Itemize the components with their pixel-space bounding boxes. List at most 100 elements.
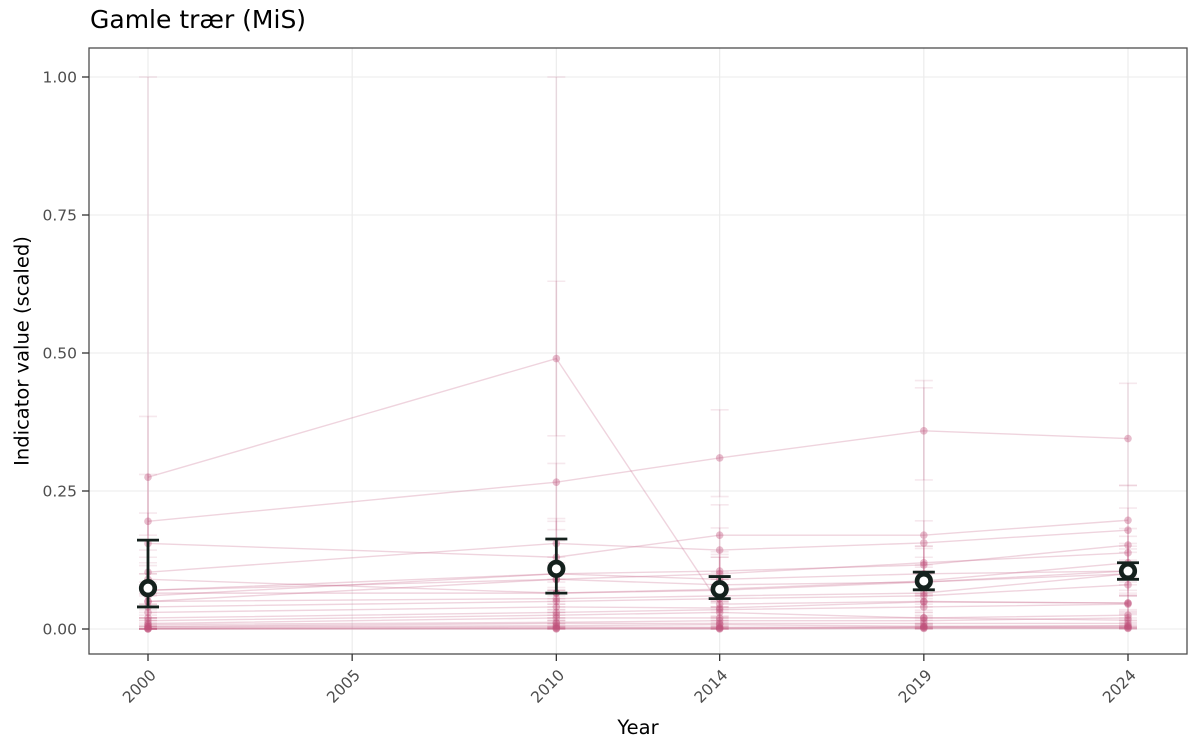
x-tick-label: 2010 — [528, 666, 569, 707]
site-point — [1124, 526, 1132, 534]
site-line — [147, 625, 1129, 629]
site-trajectory — [139, 622, 1137, 632]
site-point — [920, 624, 928, 633]
site-point — [552, 478, 561, 486]
site-line — [148, 627, 1128, 630]
site-point — [552, 625, 561, 633]
y-tick-label: 0.50 — [42, 345, 77, 363]
mean-point — [914, 571, 933, 591]
site-point — [715, 454, 724, 462]
mean-point — [1118, 561, 1138, 581]
site-line — [147, 357, 1129, 605]
site-trajectory — [139, 592, 1137, 622]
site-point — [715, 604, 724, 612]
mean-point — [547, 559, 566, 578]
site-point — [1124, 621, 1132, 630]
site-point — [552, 624, 561, 633]
y-tick-label: 0.00 — [42, 621, 77, 639]
gridlines — [89, 48, 1187, 654]
site-point — [715, 620, 724, 629]
site-point — [920, 614, 928, 622]
site-point — [1124, 624, 1132, 632]
x-tick-label: 2024 — [1099, 666, 1140, 707]
site-point — [715, 616, 724, 625]
site-point — [144, 473, 152, 482]
site-trajectory — [139, 624, 1137, 633]
site-trajectory — [139, 612, 1137, 630]
site-point — [920, 622, 928, 631]
site-line — [147, 626, 1128, 630]
site-point — [144, 622, 152, 631]
site-point — [552, 608, 561, 617]
panel-border — [88, 47, 1188, 655]
site-point — [552, 597, 561, 606]
site-trajectory — [139, 624, 1137, 633]
site-point — [920, 598, 928, 606]
site-trajectory — [139, 620, 1137, 631]
site-trajectory — [139, 606, 1137, 628]
site-trajectory — [139, 623, 1137, 633]
site-point — [1124, 599, 1132, 607]
site-point — [552, 622, 561, 631]
site-point — [1124, 611, 1132, 619]
site-line — [147, 519, 1129, 558]
site-point — [144, 625, 152, 633]
site-point — [715, 624, 724, 632]
site-point — [144, 614, 152, 622]
site-point — [1124, 549, 1132, 557]
mean-series — [137, 537, 1139, 609]
site-point — [920, 623, 928, 632]
site-point — [715, 546, 724, 554]
site-point — [920, 427, 928, 435]
site-point — [144, 625, 152, 633]
y-axis-label: Indicator value (scaled) — [10, 236, 34, 466]
site-point — [1124, 599, 1132, 607]
site-line — [147, 430, 1129, 523]
site-point — [552, 614, 561, 622]
site-point — [1124, 622, 1132, 631]
site-point — [920, 558, 928, 567]
site-point — [920, 531, 928, 539]
x-tick-label: 2014 — [691, 666, 732, 707]
site-point — [920, 539, 928, 547]
site-point — [552, 603, 561, 611]
site-point — [1124, 600, 1132, 608]
y-tick-label: 0.25 — [42, 483, 77, 501]
site-line — [147, 552, 1129, 603]
site-line — [147, 627, 1128, 630]
x-tick-label: 2019 — [895, 666, 936, 707]
site-point — [144, 624, 152, 632]
site-point — [715, 614, 724, 622]
site-point — [144, 619, 152, 628]
site-line — [147, 622, 1128, 627]
site-line — [147, 544, 1129, 592]
site-point — [552, 594, 561, 603]
site-point — [552, 621, 561, 630]
site-point — [920, 561, 928, 569]
site-point — [920, 614, 928, 622]
site-point — [715, 619, 724, 628]
site-line — [147, 623, 1129, 628]
y-tick-label: 0.75 — [42, 207, 77, 225]
site-point — [552, 618, 561, 627]
site-trajectory — [139, 595, 1137, 628]
site-point — [715, 531, 724, 539]
site-trajectory — [139, 619, 1137, 631]
y-tick-label: 1.00 — [42, 69, 77, 87]
site-point — [1124, 541, 1132, 549]
site-point — [715, 625, 724, 633]
mean-point — [138, 579, 158, 598]
site-point — [1124, 434, 1132, 443]
site-point — [1124, 516, 1132, 525]
site-line — [147, 617, 1129, 626]
site-point — [920, 592, 928, 600]
site-point — [920, 616, 928, 625]
site-point — [1124, 623, 1132, 632]
plot-panel — [89, 48, 1187, 654]
site-point — [144, 616, 152, 625]
site-point — [1124, 581, 1132, 589]
x-tick-label: 2000 — [119, 666, 160, 707]
site-point — [920, 622, 928, 631]
site-point — [920, 589, 928, 597]
